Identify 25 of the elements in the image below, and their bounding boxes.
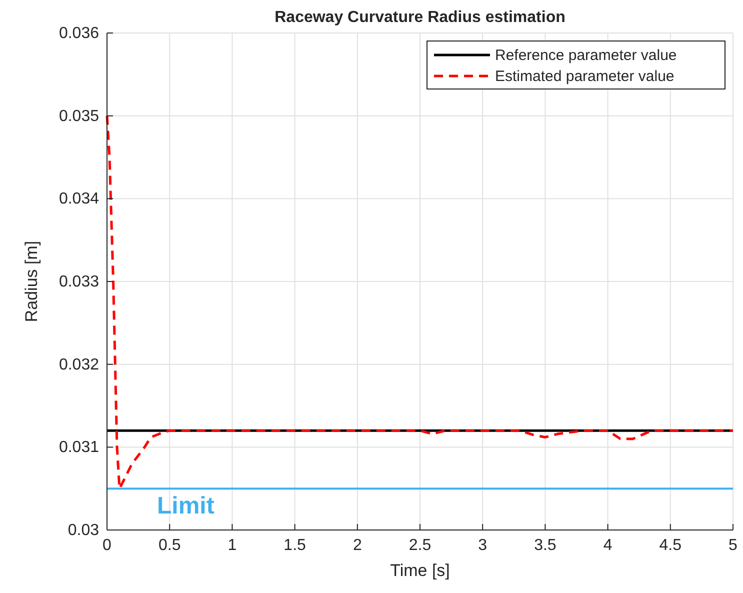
x-tick-label: 0	[102, 537, 112, 554]
x-tick-label: 0.5	[158, 537, 181, 554]
x-tick-label: 3	[478, 537, 488, 554]
x-tick-label: 2	[352, 537, 362, 554]
y-tick-label: 0.036	[58, 25, 100, 42]
y-tick-label: 0.03	[68, 522, 100, 539]
y-tick-label: 0.031	[58, 439, 100, 456]
chart-title: Raceway Curvature Radius estimation	[274, 9, 566, 26]
x-tick-label: 4.5	[659, 537, 682, 554]
ref-line-label: Limit	[157, 492, 214, 520]
x-tick-label: 4	[603, 537, 612, 554]
x-tick-label: 2.5	[408, 537, 432, 554]
x-axis-title: Time [s]	[390, 561, 450, 580]
x-tick-label: 1.5	[284, 537, 306, 554]
x-tick-label: 3.5	[534, 537, 556, 554]
legend-label: Estimated parameter value	[495, 68, 674, 85]
y-tick-label: 0.032	[58, 356, 100, 374]
y-tick-label: 0.035	[58, 108, 100, 125]
y-tick-label: 0.033	[58, 274, 100, 290]
y-tick-label: 0.034	[58, 190, 100, 208]
x-tick-label: 1	[228, 537, 237, 554]
line-series	[106, 114, 734, 490]
legend-label: Reference parameter value	[495, 47, 677, 64]
x-tick-label: 5	[728, 537, 738, 554]
y-axis-title: Radius [m]	[22, 240, 41, 322]
